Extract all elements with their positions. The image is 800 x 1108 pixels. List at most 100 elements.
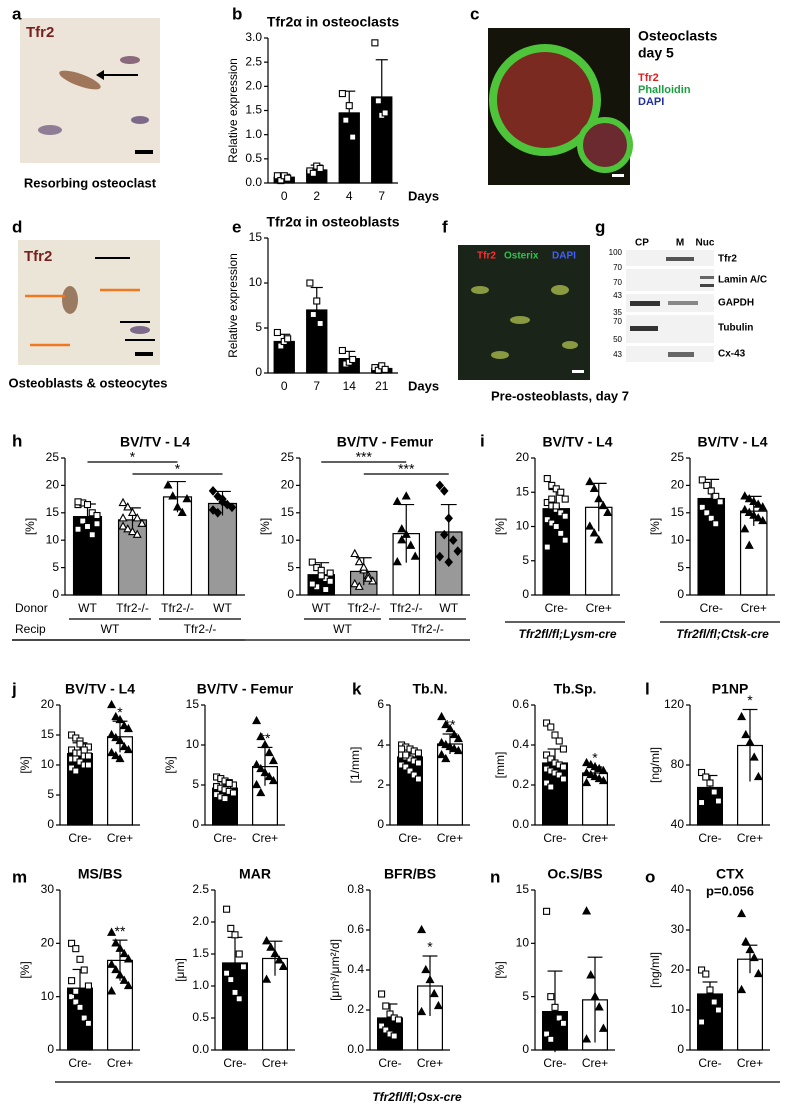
data-point	[414, 749, 422, 757]
data-point	[547, 783, 555, 791]
annotation: p=0.056	[706, 883, 754, 898]
data-point	[260, 767, 270, 777]
image-title: Osteoclasts	[638, 28, 718, 44]
data-point	[453, 733, 463, 743]
mw-marker: 100	[609, 248, 623, 257]
data-point	[349, 133, 357, 141]
y-tick-label: 5	[287, 560, 294, 574]
y-tick-label: 0	[677, 587, 684, 601]
data-point	[119, 741, 129, 751]
data-point	[115, 735, 125, 745]
data-point	[598, 500, 608, 510]
stain-label: Tfr2	[24, 248, 52, 265]
data-point	[543, 1030, 551, 1038]
stain-label: Tfr2	[26, 24, 54, 41]
scale-bar	[135, 150, 153, 154]
data-point	[758, 502, 768, 511]
cell	[38, 125, 62, 135]
y-tick-label: 20	[281, 478, 295, 492]
data-point	[317, 572, 325, 580]
data-point	[741, 729, 751, 739]
data-point	[744, 507, 754, 516]
cell	[471, 286, 489, 294]
data-point	[598, 765, 608, 775]
y-tick-label: 5	[52, 560, 59, 574]
x-tick-label: Cre+	[737, 831, 763, 845]
significance: **	[115, 923, 126, 939]
data-point	[741, 936, 751, 946]
data-point	[262, 974, 272, 983]
chart-title: BV/TV - Femur	[197, 681, 294, 697]
data-point	[547, 993, 555, 1001]
x-tick-label: 0	[281, 189, 288, 203]
data-point	[72, 945, 80, 953]
data-point	[543, 474, 551, 483]
data-point	[278, 961, 288, 970]
data-point	[256, 763, 266, 773]
data-point	[394, 1016, 402, 1024]
data-point	[543, 907, 551, 915]
data-point	[182, 493, 192, 503]
y-tick-label: 0.5	[245, 151, 262, 165]
data-point	[231, 931, 239, 939]
data-point	[107, 927, 117, 936]
y-axis-label: [%]	[18, 756, 32, 773]
stain-label: Phalloidin	[638, 84, 691, 96]
y-tick-label: 15	[516, 484, 530, 498]
data-point	[239, 963, 247, 971]
scale-bar	[612, 174, 624, 177]
x-tick-label: Cre-	[545, 601, 568, 615]
caption: Resorbing osteoclast	[24, 175, 157, 190]
y-tick-label: 0.4	[512, 737, 529, 751]
data-point	[163, 480, 173, 489]
y-axis-label: [mm]	[493, 752, 507, 779]
data-point	[437, 711, 447, 721]
significance: ***	[398, 461, 415, 477]
data-point	[378, 990, 386, 998]
chart-title: Tfr2α in osteoclasts	[267, 14, 400, 30]
data-point	[749, 496, 759, 505]
significance: *	[747, 692, 753, 708]
data-point	[543, 543, 551, 551]
data-point	[119, 975, 129, 984]
data-point	[445, 741, 455, 751]
data-point	[72, 987, 80, 995]
x-tick-label: Cre+	[586, 601, 612, 615]
y-tick-label: 80	[671, 757, 685, 771]
chart-title: Oc.S/BS	[547, 866, 602, 882]
data-point	[435, 480, 445, 491]
data-point	[252, 779, 262, 789]
data-point	[555, 1014, 563, 1022]
y-tick-label: 0	[192, 817, 199, 831]
data-point	[586, 970, 596, 979]
data-point	[561, 536, 569, 544]
data-point	[284, 174, 292, 182]
y-tick-label: 0.4	[347, 962, 364, 976]
data-point	[371, 39, 379, 47]
x-tick-label: WT	[439, 601, 458, 615]
data-point	[127, 526, 138, 536]
data-point	[706, 779, 714, 787]
y-tick-label: 0.2	[347, 1002, 364, 1016]
x-tick-label: WT	[312, 601, 331, 615]
data-point	[744, 540, 754, 549]
band-label: Cx-43	[718, 349, 746, 360]
x-tick-label: Tfr2-/-	[116, 601, 149, 615]
y-tick-label: 0.0	[245, 175, 262, 189]
x-tick-label: Cre-	[213, 831, 236, 845]
data-point	[448, 535, 458, 546]
y-tick-label: 5	[255, 320, 262, 334]
y-tick-label: 0	[377, 817, 384, 831]
y-tick-label: 30	[41, 882, 55, 896]
data-point	[698, 1018, 706, 1026]
data-point	[350, 548, 360, 558]
significance: **	[445, 717, 456, 733]
data-point	[221, 795, 229, 803]
data-point	[118, 497, 128, 507]
data-point	[594, 1002, 604, 1011]
data-point	[322, 585, 330, 594]
y-tick-label: 120	[664, 697, 684, 711]
chart-title: P1NP	[712, 681, 749, 697]
band-label: GAPDH	[718, 298, 754, 309]
